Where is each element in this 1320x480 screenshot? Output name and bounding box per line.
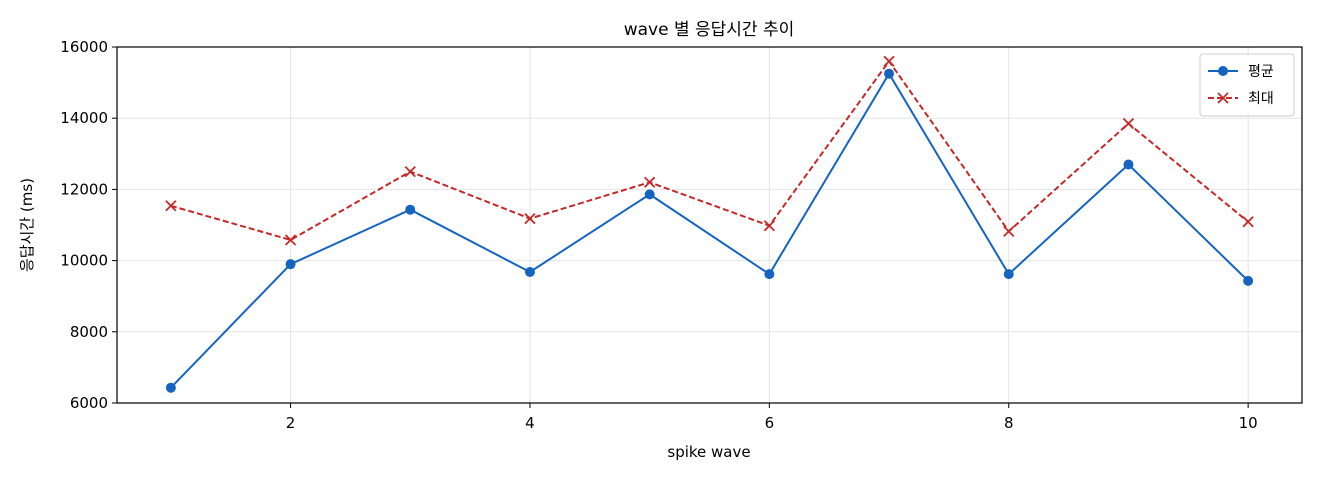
data-point bbox=[1003, 225, 1015, 238]
data-point bbox=[524, 266, 535, 277]
y-axis: 6000 8000 10000 12000 14000 16000 bbox=[60, 38, 117, 412]
data-point bbox=[1242, 216, 1254, 228]
data-point bbox=[644, 189, 655, 200]
series-1 bbox=[165, 55, 1254, 246]
legend-label: 평균 bbox=[1248, 64, 1274, 80]
y-axis-label: 응답시간 (ms) bbox=[18, 178, 36, 272]
data-point bbox=[1123, 159, 1134, 170]
legend-box bbox=[1199, 53, 1295, 117]
data-point bbox=[1003, 269, 1014, 280]
x-tick-label: 6 bbox=[765, 414, 775, 432]
y-tick-label: 6000 bbox=[70, 394, 108, 412]
x-tick-label: 10 bbox=[1239, 414, 1258, 432]
data-point bbox=[763, 220, 775, 232]
data-point bbox=[405, 204, 416, 215]
series-line bbox=[170, 72, 1249, 389]
y-tick-label: 14000 bbox=[60, 109, 108, 127]
y-tick-label: 16000 bbox=[60, 38, 108, 56]
y-tick-label: 12000 bbox=[60, 180, 108, 198]
data-point bbox=[285, 259, 296, 270]
data-point bbox=[764, 269, 775, 280]
series-layer bbox=[165, 55, 1254, 393]
x-tick-label: 4 bbox=[525, 414, 535, 432]
x-tick-label: 8 bbox=[1004, 414, 1014, 432]
x-tick-label: 2 bbox=[286, 414, 296, 432]
series-0 bbox=[165, 68, 1254, 393]
data-point bbox=[1122, 117, 1135, 130]
plot-frame bbox=[116, 46, 1303, 404]
data-point bbox=[883, 55, 895, 67]
data-point bbox=[884, 68, 895, 79]
y-tick-label: 10000 bbox=[60, 252, 108, 270]
data-point bbox=[404, 165, 416, 178]
legend-marker bbox=[1218, 66, 1228, 76]
data-point bbox=[644, 176, 656, 188]
data-point bbox=[284, 234, 297, 246]
data-point bbox=[1243, 275, 1254, 286]
x-axis-label: spike wave bbox=[667, 443, 750, 461]
x-axis: 2 4 6 8 10 bbox=[286, 403, 1258, 432]
grid bbox=[117, 46, 1302, 404]
chart-title: wave 별 응답시간 추이 bbox=[624, 20, 795, 40]
y-tick-label: 8000 bbox=[70, 323, 108, 341]
data-point bbox=[165, 382, 176, 393]
data-point bbox=[165, 200, 177, 212]
legend-marker bbox=[1217, 92, 1229, 104]
series-line bbox=[170, 60, 1249, 241]
legend-label: 최대 bbox=[1248, 91, 1274, 107]
data-point bbox=[524, 212, 536, 225]
